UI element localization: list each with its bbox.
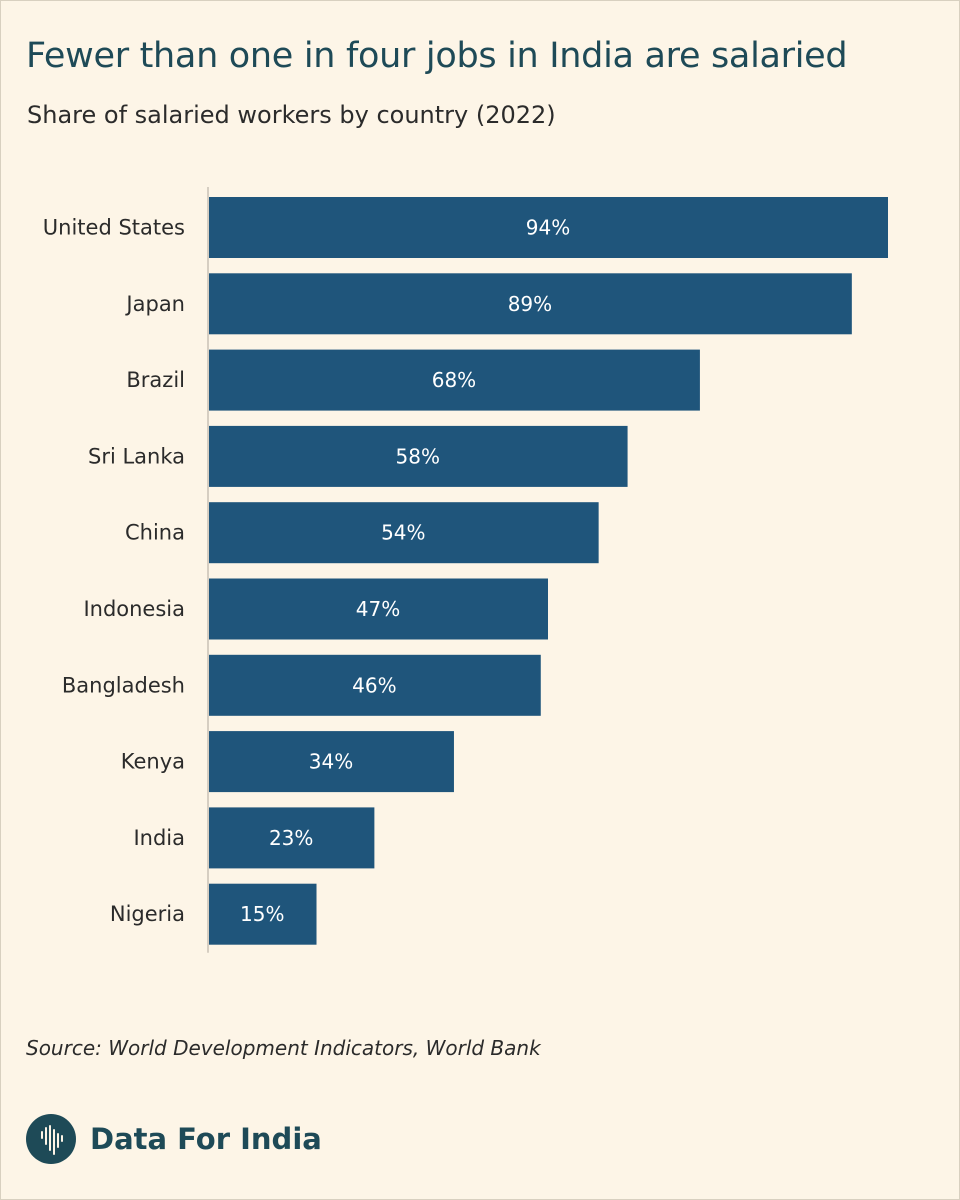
bar-group: Japan 89%: [124, 273, 852, 335]
category-label: Indonesia: [83, 597, 185, 621]
bar-group: India 23%: [133, 807, 375, 869]
bar-group: Nigeria 15%: [110, 883, 317, 945]
bar: [209, 349, 700, 411]
bar: [209, 273, 852, 335]
value-label: 89%: [508, 292, 552, 316]
category-label: Sri Lanka: [88, 444, 185, 468]
category-label: Bangladesh: [62, 673, 185, 697]
value-label: 46%: [352, 673, 396, 697]
value-label: 68%: [432, 368, 476, 392]
bar: [209, 654, 541, 716]
chart-title: Fewer than one in four jobs in India are…: [26, 36, 848, 76]
value-label: 47%: [356, 597, 400, 621]
bar: [209, 502, 599, 564]
bar-group: Bangladesh 46%: [62, 654, 541, 716]
bar: [209, 197, 888, 258]
category-label: India: [133, 826, 185, 850]
bar: [209, 883, 317, 945]
value-label: 23%: [269, 826, 313, 850]
category-label: Brazil: [126, 368, 185, 392]
bar-group: United States 94%: [43, 197, 888, 258]
bar: [209, 578, 548, 640]
chart-subtitle: Share of salaried workers by country (20…: [27, 101, 556, 129]
bar-group: Kenya 34%: [121, 731, 454, 793]
bar-chart: United States 94% Japan 89% Brazil 68% Sri Lan…: [43, 187, 888, 953]
category-label: United States: [43, 216, 185, 240]
category-label: Japan: [124, 292, 185, 316]
bar-group: China 54%: [125, 502, 599, 564]
value-label: 34%: [309, 750, 353, 774]
bar-group: Brazil 68%: [126, 349, 700, 411]
category-label: Nigeria: [110, 902, 185, 926]
source-note: Source: World Development Indicators, Wo…: [26, 1036, 541, 1060]
bar-group: Sri Lanka 58%: [88, 425, 628, 487]
value-label: 54%: [381, 521, 425, 545]
bar-group: Indonesia 47%: [83, 578, 548, 640]
india-map-logo-icon: [26, 1114, 76, 1164]
category-label: China: [125, 521, 185, 545]
brand-name: Data For India: [90, 1122, 322, 1156]
bar: [209, 425, 628, 487]
value-label: 58%: [396, 444, 440, 468]
value-label: 94%: [526, 216, 570, 240]
bar: [209, 731, 454, 793]
category-label: Kenya: [121, 750, 185, 774]
value-label: 15%: [240, 902, 284, 926]
bar: [209, 807, 375, 869]
brand: Data For India: [26, 1112, 322, 1166]
